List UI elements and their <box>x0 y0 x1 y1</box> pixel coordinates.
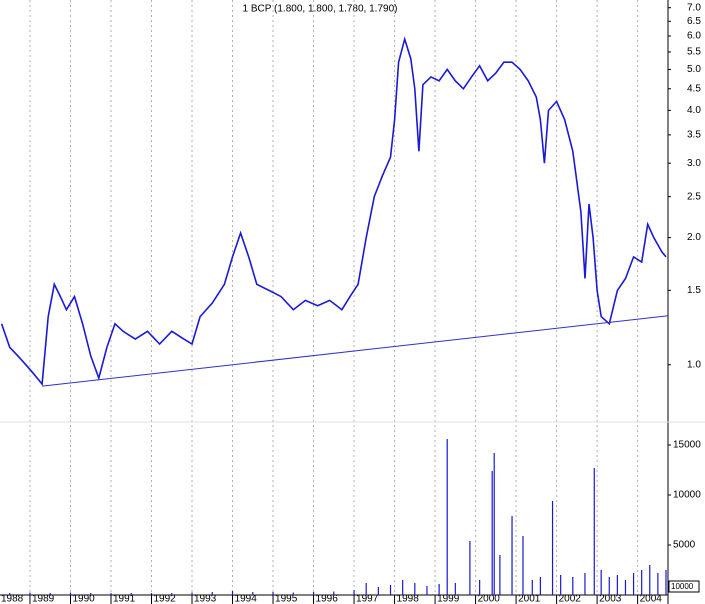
volume-bar <box>211 592 213 595</box>
volume-bar <box>9 593 11 595</box>
x-tick-label: 1997 <box>356 594 379 604</box>
volume-bar <box>29 592 31 595</box>
x-tick-label: 2000 <box>478 594 501 604</box>
volume-bar <box>231 591 234 595</box>
volume-bar <box>560 575 562 595</box>
y-tick-label: 4.5 <box>687 83 701 94</box>
y-tick-label: 1.0 <box>687 359 701 370</box>
volume-bar <box>493 453 495 595</box>
y-tick-label: 15000 <box>673 440 701 451</box>
volume-bar <box>454 583 456 595</box>
volume-bar <box>657 573 659 595</box>
volume-bar <box>593 468 595 595</box>
volume-bar <box>252 592 254 595</box>
y-tick-label: 2.5 <box>687 191 701 202</box>
volume-bar <box>446 439 448 595</box>
volume-bar <box>130 593 132 595</box>
y-tick-label: 4.0 <box>687 105 701 116</box>
volume-bar <box>292 592 294 595</box>
unit-label: 10000 <box>671 582 694 591</box>
y-tick-label: 5.5 <box>687 47 701 58</box>
x-tick-label: 1998 <box>397 594 420 604</box>
y-tick-label: 3.5 <box>687 130 701 141</box>
y-tick-label: 3.0 <box>687 158 701 169</box>
y-tick-label: 5.0 <box>687 64 701 75</box>
volume-bar <box>572 577 574 595</box>
volume-bar <box>69 592 72 595</box>
volume-bar <box>191 592 193 595</box>
volume-bar <box>511 516 513 595</box>
price-line <box>0 36 667 387</box>
x-tick-label: 1992 <box>154 594 177 604</box>
volume-bar <box>90 593 92 595</box>
x-tick-label: 2002 <box>559 594 582 604</box>
volume-bar <box>49 593 51 595</box>
volume-bar <box>377 587 379 595</box>
volume-bar <box>665 570 667 595</box>
y-tick-label: 2.0 <box>687 232 701 243</box>
volume-bar <box>499 555 501 595</box>
x-tick-label: 1988 <box>1 594 24 604</box>
x-tick-label: 2001 <box>518 594 541 604</box>
volume-bar <box>649 565 651 595</box>
volume-bar <box>469 541 471 595</box>
x-tick-label: 1999 <box>437 594 460 604</box>
x-tick-label: 2004 <box>640 594 663 604</box>
y-tick-label: 6.0 <box>687 31 701 42</box>
volume-bar <box>522 536 524 595</box>
x-tick-label: 1995 <box>275 594 298 604</box>
volume-bar <box>600 570 602 595</box>
unit-box <box>668 580 700 593</box>
volume-bar <box>426 586 428 595</box>
volume-bar <box>608 577 610 595</box>
x-tick-label: 1993 <box>194 594 217 604</box>
volume-bar <box>333 591 335 595</box>
volume-bar <box>491 471 493 595</box>
chart-title: 1 BCP (1.800, 1.800, 1.780, 1.790) <box>243 4 398 15</box>
y-tick-label: 10000 <box>673 490 701 501</box>
volume-bar <box>171 593 173 595</box>
volume-bar <box>624 580 627 595</box>
x-tick-label: 1989 <box>32 594 55 604</box>
volume-bar <box>150 593 153 595</box>
volume-bar <box>110 593 112 595</box>
x-tick-label: 1994 <box>235 594 258 604</box>
volume-bar <box>272 592 274 595</box>
volume-bar <box>312 592 315 595</box>
volume-bar <box>479 580 481 595</box>
y-tick-label: 1.5 <box>687 285 701 296</box>
volume-bar <box>641 570 643 595</box>
x-tick-label: 1990 <box>72 594 95 604</box>
volume-bar <box>616 575 618 595</box>
x-tick-label: 2003 <box>599 594 622 604</box>
volume-bar <box>365 583 367 595</box>
volume-bar <box>389 585 392 595</box>
y-tick-label: 5000 <box>673 540 696 551</box>
volume-bar <box>353 590 355 595</box>
y-tick-label: 6.5 <box>687 16 701 27</box>
volume-bar <box>551 501 554 595</box>
trend-line <box>42 315 669 387</box>
y-tick-label: 7.0 <box>687 2 701 13</box>
volume-bar <box>438 584 440 595</box>
volume-bar <box>539 577 541 595</box>
x-tick-label: 1991 <box>113 594 136 604</box>
volume-bar <box>414 583 416 595</box>
x-tick-label: 1996 <box>316 594 339 604</box>
volume-bar <box>632 573 635 595</box>
volume-bar <box>402 580 404 595</box>
volume-bar <box>584 573 586 595</box>
volume-bar <box>531 580 533 595</box>
